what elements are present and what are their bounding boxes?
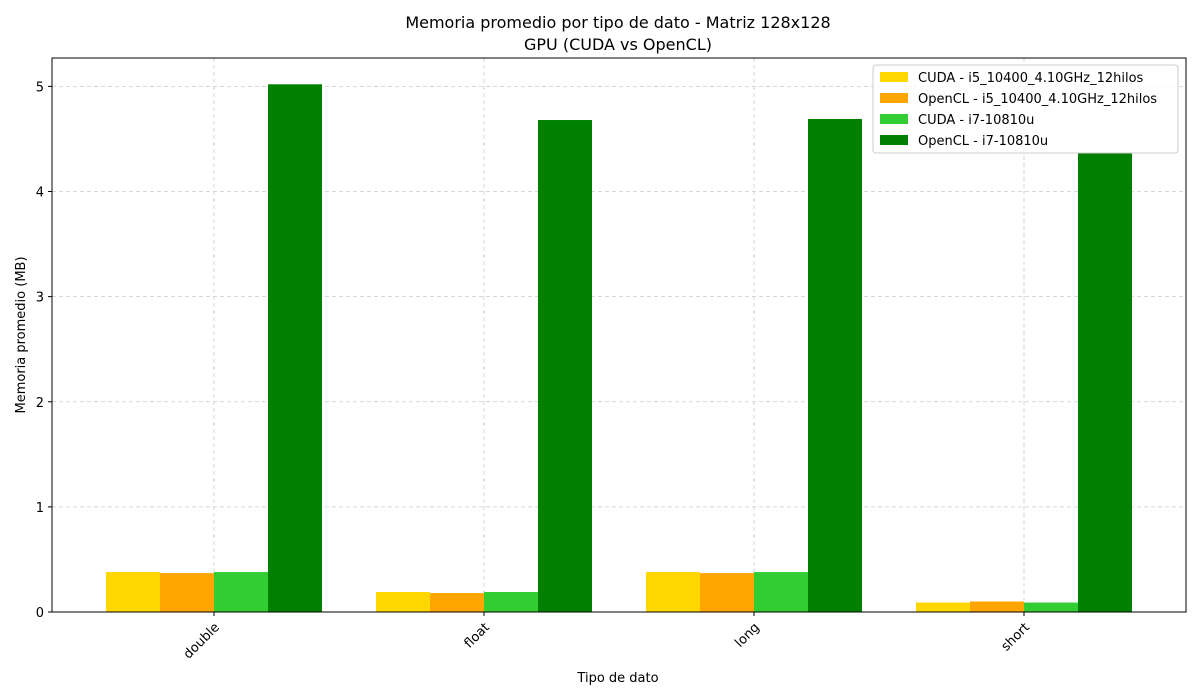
x-tick-label: double	[181, 620, 223, 662]
bar	[430, 593, 484, 612]
y-tick-label: 4	[36, 186, 44, 201]
bar	[700, 573, 754, 612]
bar	[268, 84, 322, 613]
grid	[52, 58, 1186, 613]
legend-label: CUDA - i7-10810u	[918, 113, 1034, 128]
chart-subtitle: GPU (CUDA vs OpenCL)	[524, 35, 712, 54]
x-tick-label: long	[732, 620, 762, 650]
bar	[808, 118, 862, 613]
legend-swatch	[880, 135, 908, 145]
x-tick-label: float	[462, 620, 493, 651]
bar	[916, 602, 970, 612]
bar	[646, 572, 700, 612]
legend-label: CUDA - i5_10400_4.10GHz_12hilos	[918, 71, 1144, 86]
bar	[1024, 602, 1078, 612]
bar	[106, 572, 160, 612]
y-tick-label: 1	[36, 501, 44, 516]
legend-swatch	[880, 93, 908, 103]
legend: CUDA - i5_10400_4.10GHz_12hilos OpenCL - …	[872, 64, 1179, 154]
legend-box	[872, 64, 1179, 154]
legend-swatch	[880, 114, 908, 124]
bar	[214, 572, 268, 612]
bar	[538, 120, 592, 613]
legend-label: OpenCL - i5_10400_4.10GHz_12hilos	[918, 92, 1157, 107]
plot-frame	[51, 57, 1187, 613]
chart-title: Memoria promedio por tipo de dato - Matr…	[405, 13, 830, 32]
legend-label: OpenCL - i7-10810u	[918, 134, 1048, 149]
bar	[160, 573, 214, 612]
legend-swatch	[880, 72, 908, 82]
y-tick-label: 3	[36, 291, 44, 306]
bars	[106, 84, 1132, 613]
x-axis-label: Tipo de dato	[576, 671, 658, 686]
y-tick-label: 5	[36, 80, 44, 95]
y-axis-label: Memoria promedio (MB)	[14, 256, 29, 413]
bar	[970, 601, 1024, 612]
bar	[376, 592, 430, 612]
bar	[484, 592, 538, 612]
y-tick-label: 2	[36, 396, 44, 411]
bar	[754, 572, 808, 612]
y-tick-label: 0	[36, 606, 44, 621]
x-tick-label: short	[999, 620, 1033, 654]
bar	[1078, 152, 1132, 612]
